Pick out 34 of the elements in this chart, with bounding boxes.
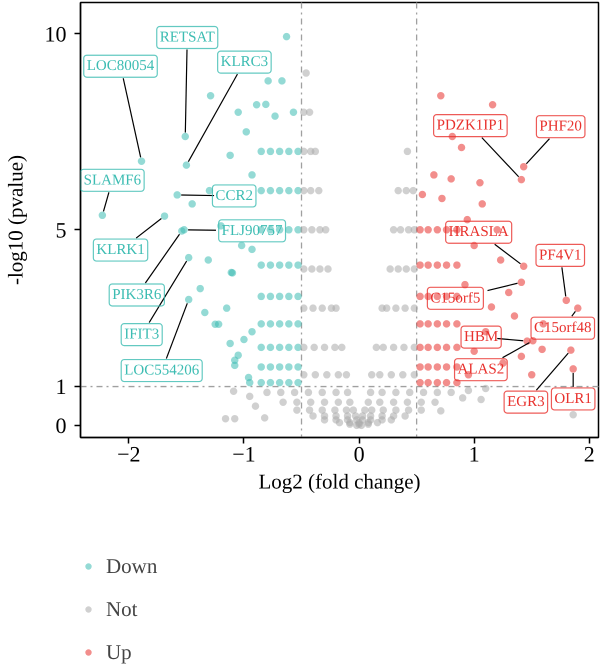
annotation: PHF20 (539, 118, 582, 135)
annotation: FLJ90757 (222, 222, 284, 239)
annotation: SLAMF6 (84, 172, 142, 188)
y-tick-label: 1 (56, 374, 66, 400)
annotation: PDZK1IP1 (436, 118, 504, 134)
annotation: IFIT3 (124, 326, 160, 343)
x-axis-title: Log2 (fold change) (258, 470, 421, 494)
legend-label: Not (106, 596, 138, 622)
y-axis-title: -log10 (pvalue) (4, 154, 28, 286)
y-tick-label: 5 (56, 217, 66, 242)
annotation: C15orf5 (430, 290, 480, 306)
legend-label: Up (106, 638, 132, 666)
annotation: C15orf48 (534, 320, 592, 336)
annotation: HRASLA (448, 224, 509, 240)
annotation: KLRK1 (96, 242, 145, 258)
annotation: LOC80054 (86, 58, 155, 74)
x-tick-label: −1 (232, 442, 256, 466)
x-tick-label: 0 (354, 442, 365, 466)
x-tick-label: 1 (468, 442, 480, 466)
annotation: PF4V1 (539, 247, 582, 264)
y-tick-label: 0 (56, 413, 66, 438)
annotation: OLR1 (554, 390, 592, 407)
annotation: CCR2 (215, 188, 253, 204)
annotation: HBM (464, 329, 498, 346)
annotation: EGR3 (507, 394, 545, 410)
legend-label: Down (106, 552, 158, 580)
annotation: PIK3R6 (112, 286, 162, 303)
annotation: KLRC3 (220, 54, 268, 70)
x-tick-label: −2 (117, 442, 141, 466)
annotation: ALAS2 (458, 362, 504, 378)
annotation: LOC554206 (124, 362, 200, 379)
annotation: RETSAT (160, 30, 215, 46)
x-tick-label: 2 (584, 442, 595, 466)
y-tick-label: 10 (44, 21, 66, 46)
